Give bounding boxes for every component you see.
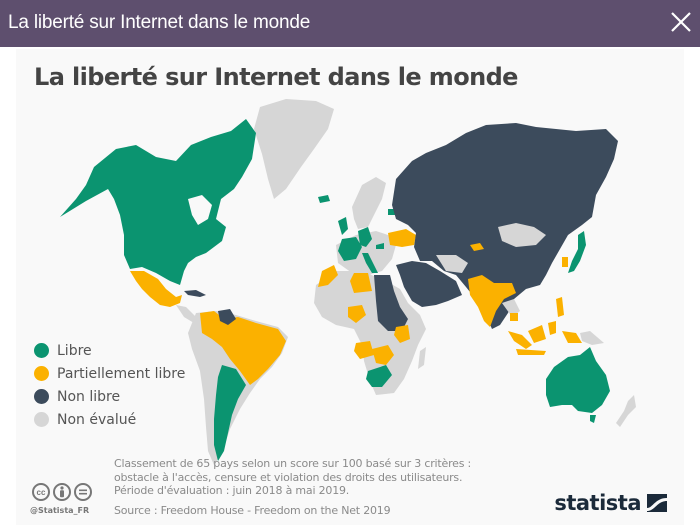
no-derivatives-icon <box>74 483 92 501</box>
map-legend: Libre Partiellement libre Non libre Non … <box>34 339 185 431</box>
legend-item-non-evalue: Non évalué <box>34 408 185 431</box>
window-titlebar: La liberté sur Internet dans le monde <box>0 0 700 47</box>
note-line: Période d'évaluation : juin 2018 à mai 2… <box>114 484 350 497</box>
legend-item-non-libre: Non libre <box>34 385 185 408</box>
region-argentina <box>214 365 246 461</box>
region-south-africa <box>366 365 392 387</box>
source-text: Source : Freedom House - Freedom on the … <box>114 504 391 517</box>
region-venezuela <box>218 309 236 325</box>
region-mexico <box>130 271 182 307</box>
infographic-title: La liberté sur Internet dans le monde <box>34 63 518 91</box>
region-india <box>468 275 516 327</box>
window-title: La liberté sur Internet dans le monde <box>8 12 311 33</box>
region-cuba <box>184 290 206 297</box>
license-icons: cc <box>32 483 92 501</box>
region-indonesia <box>508 321 582 355</box>
region-brazil <box>200 311 286 385</box>
world-map <box>60 99 636 465</box>
legend-dot-non-libre <box>34 389 49 404</box>
legend-label: Non libre <box>57 388 121 405</box>
statista-logo-icon <box>647 494 667 512</box>
twitter-handle: @Statista_FR <box>30 506 90 515</box>
region-mongolia <box>498 223 546 247</box>
close-icon <box>671 12 691 32</box>
attribution-icon <box>53 483 71 501</box>
region-western-europe <box>338 217 378 273</box>
note-line: Classement de 65 pays selon un score sur… <box>114 457 472 470</box>
region-iceland <box>318 195 330 203</box>
region-greenland <box>254 99 334 199</box>
infographic-card: La liberté sur Internet dans le monde Li… <box>16 49 684 525</box>
region-australia <box>546 347 610 413</box>
statista-brand: statista <box>554 491 667 515</box>
legend-item-partiel: Partiellement libre <box>34 362 185 385</box>
legend-dot-non-evalue <box>34 412 49 427</box>
legend-label: Non évalué <box>57 411 137 428</box>
note-line: obstacle à l'accès, censure et violation… <box>114 470 463 484</box>
region-north-america <box>60 119 256 285</box>
legend-item-libre: Libre <box>34 339 185 362</box>
creative-commons-icon: cc <box>32 483 50 501</box>
methodology-notes: Classement de 65 pays selon un score sur… <box>114 457 471 498</box>
brand-name: statista <box>554 491 641 515</box>
region-ukraine <box>388 229 416 247</box>
legend-dot-libre <box>34 343 49 358</box>
legend-label: Libre <box>57 342 92 359</box>
close-button[interactable] <box>668 9 694 35</box>
legend-label: Partiellement libre <box>57 365 186 382</box>
legend-dot-partiel <box>34 366 49 381</box>
region-middle-east <box>396 261 462 307</box>
region-japan <box>568 231 586 273</box>
